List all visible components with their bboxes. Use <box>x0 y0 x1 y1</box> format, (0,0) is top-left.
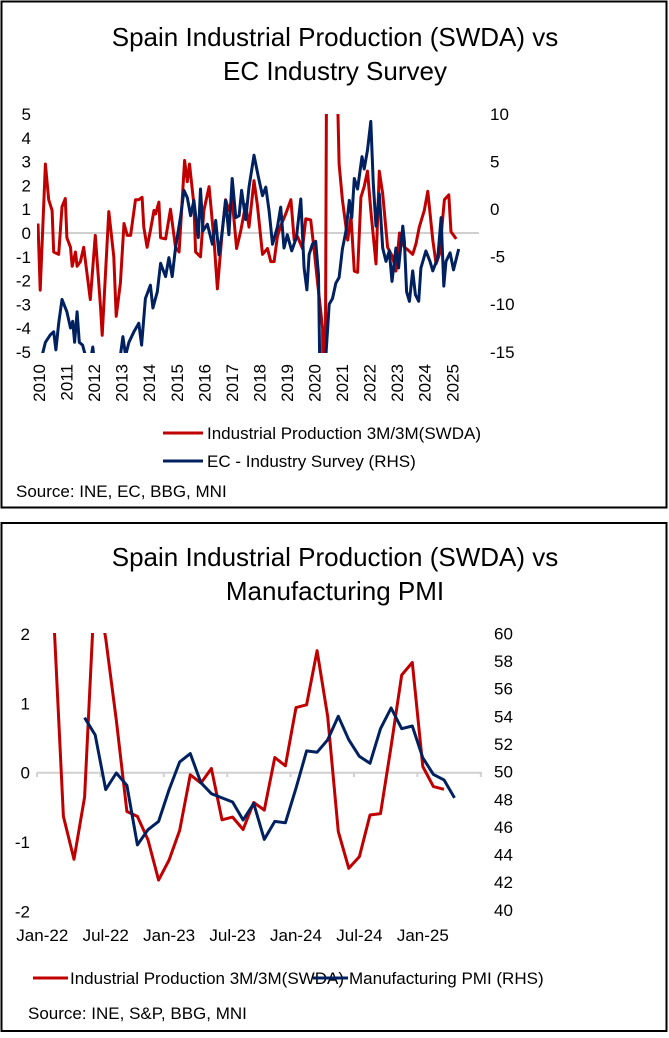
right-tick-label: 46 <box>494 818 513 837</box>
chart-2-title-line-1: Spain Industrial Production (SWDA) vs <box>112 542 559 572</box>
x-tick-label: Jul-24 <box>336 926 382 945</box>
right-tick-label: -5 <box>490 248 505 267</box>
chart-1-series-industrial-production <box>37 114 458 353</box>
right-tick-label: 52 <box>494 735 513 754</box>
chart-2-plot <box>53 633 456 882</box>
right-tick-label: 54 <box>494 707 513 726</box>
legend-1-red-label: Industrial Production 3M/3M(SWDA) <box>207 424 481 443</box>
left-tick-label: 1 <box>21 694 30 713</box>
right-tick-label: 58 <box>494 652 513 671</box>
x-tick-label: 2012 <box>85 364 104 402</box>
x-tick-label: Jan-24 <box>270 926 322 945</box>
chart-2-right-axis: 60 58 56 54 52 50 48 46 44 42 40 <box>494 624 513 920</box>
left-tick-label: 0 <box>22 224 31 243</box>
legend-2-red-label: Industrial Production 3M/3M(SWDA) <box>70 969 344 988</box>
left-tick-label: 0 <box>21 764 30 783</box>
chart-1-title-line-1: Spain Industrial Production (SWDA) vs <box>112 22 559 52</box>
left-tick-label: -1 <box>15 833 30 852</box>
x-tick-label: Jan-22 <box>16 926 68 945</box>
x-tick-label: 2014 <box>140 364 159 402</box>
x-tick-label: 2015 <box>168 364 187 402</box>
chart-2-x-axis: Jan-22 Jul-22 Jan-23 Jul-23 Jan-24 Jul-24 Jan-… <box>16 772 482 945</box>
x-tick-label: 2018 <box>250 364 269 402</box>
x-tick-label: Jul-23 <box>209 926 255 945</box>
right-tick-label: 10 <box>490 105 509 124</box>
right-tick-label: 0 <box>490 200 499 219</box>
x-tick-label: 2025 <box>443 364 462 402</box>
x-tick-label: 2013 <box>113 364 132 402</box>
right-tick-label: 50 <box>494 763 513 782</box>
left-tick-label: 5 <box>22 105 31 124</box>
left-tick-label: 3 <box>22 153 31 172</box>
left-tick-label: -4 <box>16 319 31 338</box>
left-tick-label: -5 <box>16 343 31 362</box>
x-tick-label: 2021 <box>333 364 352 402</box>
left-tick-label: -2 <box>16 272 31 291</box>
x-tick-label: Jul-22 <box>83 926 129 945</box>
legend-1-navy-label: EC - Industry Survey (RHS) <box>207 452 416 471</box>
left-tick-label: -3 <box>16 295 31 314</box>
chart-1-left-axis: 5 4 3 2 1 0 -1 -2 -3 -4 -5 <box>16 105 31 362</box>
chart-1-plot <box>37 114 461 353</box>
left-tick-label: 2 <box>22 176 31 195</box>
right-tick-label: 60 <box>494 624 513 643</box>
left-tick-label: 4 <box>22 129 31 148</box>
chart-2-left-axis: 2 1 0 -1 -2 <box>15 625 30 921</box>
right-tick-label: 40 <box>494 901 513 920</box>
x-tick-label: 2016 <box>195 364 214 402</box>
chart-2-series-industrial-production <box>53 633 445 882</box>
x-tick-label: 2011 <box>58 364 77 401</box>
chart-1-title-line-2: EC Industry Survey <box>223 56 447 86</box>
right-tick-label: 5 <box>490 152 499 171</box>
right-tick-label: 48 <box>494 790 513 809</box>
chart-1-x-axis: 2010 2011 2012 2013 2014 2015 2016 2017 2018 2019… <box>30 364 462 402</box>
x-tick-label: 2022 <box>361 364 380 402</box>
chart-2-series-manufacturing-pmi <box>83 706 456 847</box>
x-tick-label: 2019 <box>278 364 297 402</box>
chart-1-source: Source: INE, EC, BBG, MNI <box>16 482 227 501</box>
right-tick-label: -15 <box>490 343 515 362</box>
chart-2-source: Source: INE, S&P, BBG, MNI <box>28 1004 247 1023</box>
x-tick-label: Jan-23 <box>143 926 195 945</box>
x-tick-label: 2023 <box>388 364 407 402</box>
chart-1-series-ec-industry-survey <box>41 119 461 353</box>
x-tick-label: 2010 <box>30 364 49 402</box>
left-tick-label: -1 <box>16 248 31 267</box>
left-tick-label: -2 <box>15 902 30 921</box>
right-tick-label: -10 <box>490 295 515 314</box>
x-tick-label: 2017 <box>223 364 242 402</box>
x-tick-label: 2024 <box>416 364 435 402</box>
left-tick-label: 2 <box>21 625 30 644</box>
x-tick-label: 2020 <box>306 364 325 402</box>
chart-2-title-line-2: Manufacturing PMI <box>226 576 444 606</box>
left-tick-label: 1 <box>22 200 31 219</box>
chart-1-right-axis: 10 5 0 -5 -10 -15 <box>490 105 515 362</box>
right-tick-label: 44 <box>494 846 513 865</box>
legend-2-navy-label: Manufacturing PMI (RHS) <box>349 969 544 988</box>
right-tick-label: 56 <box>494 680 513 699</box>
right-tick-label: 42 <box>494 873 513 892</box>
x-tick-label: Jan-25 <box>397 926 449 945</box>
